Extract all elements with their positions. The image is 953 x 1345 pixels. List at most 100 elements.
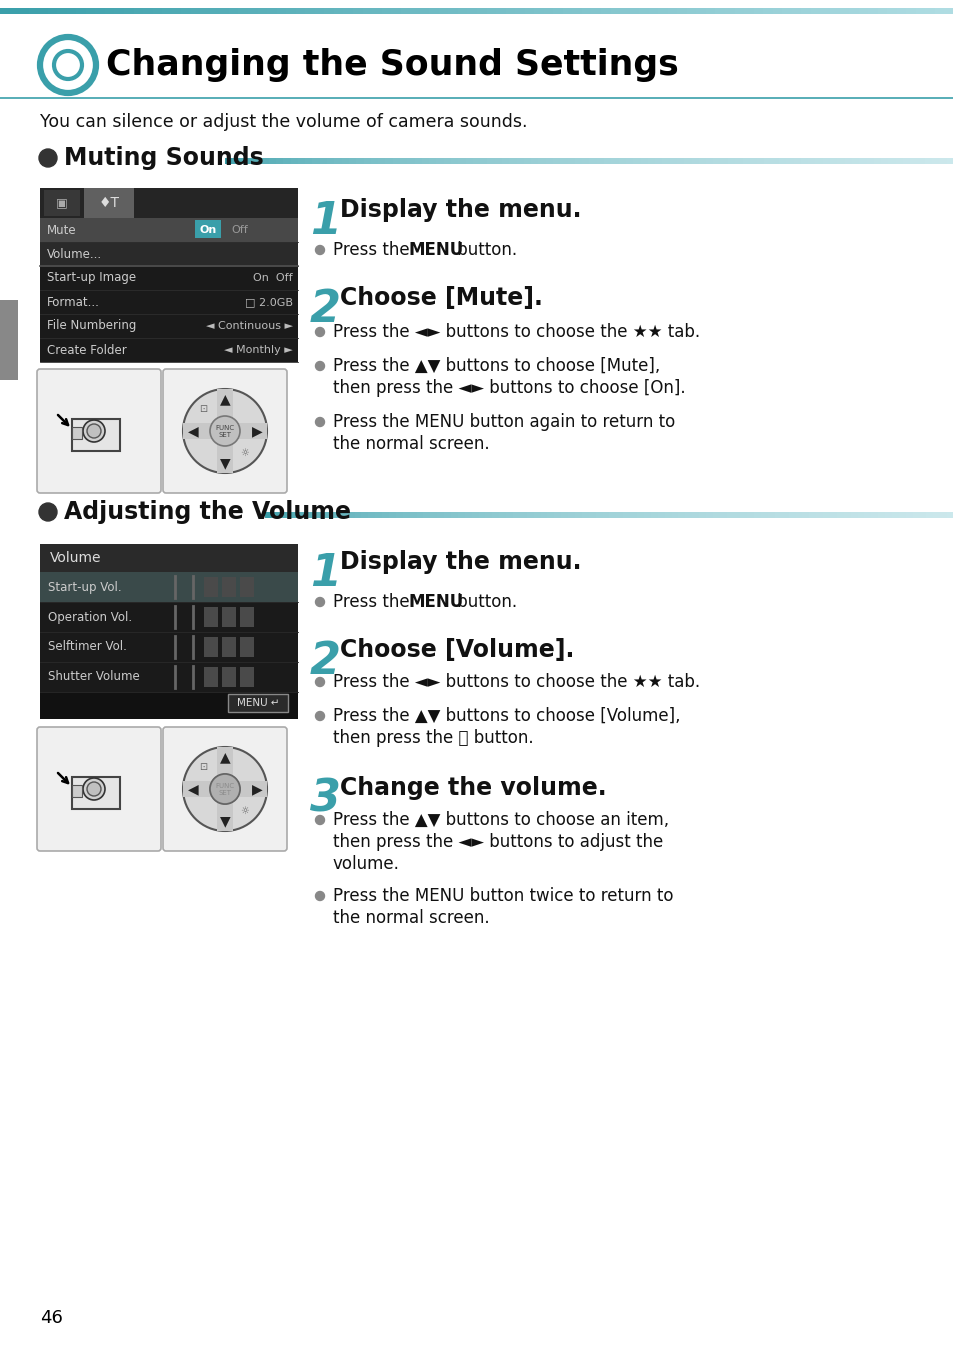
Bar (591, 8, 601, 13)
Bar (517, 157, 524, 164)
Text: ◀: ◀ (188, 424, 198, 438)
Text: Create Folder: Create Folder (47, 343, 127, 356)
Bar (664, 512, 672, 518)
Bar (934, 8, 944, 13)
Bar (877, 8, 887, 13)
Bar (40, 242, 297, 266)
Bar (589, 157, 598, 164)
Bar (362, 8, 373, 13)
Bar (533, 512, 541, 518)
Text: ▣: ▣ (56, 196, 68, 210)
Text: ▲: ▲ (219, 391, 230, 406)
Text: then press the Ⓢ button.: then press the Ⓢ button. (333, 729, 533, 746)
Bar (891, 512, 899, 518)
Bar (727, 157, 736, 164)
Bar (324, 8, 335, 13)
Bar (275, 157, 284, 164)
Bar (492, 512, 499, 518)
Bar (247, 157, 254, 164)
Bar (40, 188, 297, 360)
Bar (377, 157, 386, 164)
Bar (402, 512, 410, 518)
Bar (940, 512, 947, 518)
Bar (421, 157, 430, 164)
Bar (602, 512, 610, 518)
Bar (498, 512, 507, 518)
Bar (457, 157, 466, 164)
Bar (610, 8, 620, 13)
Text: ☼: ☼ (240, 448, 249, 459)
Bar (71, 777, 120, 808)
Bar (715, 8, 725, 13)
Bar (801, 157, 808, 164)
Bar (389, 512, 396, 518)
Bar (76, 8, 87, 13)
Bar (363, 157, 372, 164)
Bar (795, 512, 802, 518)
Bar (194, 221, 221, 238)
Bar (946, 512, 953, 518)
Bar (451, 157, 458, 164)
Bar (313, 512, 321, 518)
Bar (772, 8, 782, 13)
Text: ⊡: ⊡ (199, 763, 207, 772)
Bar (124, 8, 134, 13)
Bar (568, 512, 576, 518)
Bar (821, 157, 830, 164)
Text: File Numbering: File Numbering (47, 320, 136, 332)
Text: ▶: ▶ (252, 781, 262, 796)
Bar (537, 157, 546, 164)
Bar (547, 512, 555, 518)
Text: Volume: Volume (50, 551, 101, 565)
Bar (712, 512, 720, 518)
Bar (801, 512, 809, 518)
Bar (40, 662, 297, 691)
Text: 46: 46 (40, 1309, 63, 1328)
Bar (40, 218, 297, 242)
Bar (719, 512, 727, 518)
Bar (904, 512, 913, 518)
Bar (553, 157, 560, 164)
Bar (859, 157, 866, 164)
Bar (57, 8, 68, 13)
Bar (341, 157, 350, 164)
Bar (726, 512, 734, 518)
Text: ▶: ▶ (252, 424, 262, 438)
Bar (867, 8, 878, 13)
Bar (822, 512, 830, 518)
Bar (204, 607, 218, 627)
Text: Selftimer Vol.: Selftimer Vol. (48, 640, 127, 654)
Bar (410, 8, 420, 13)
Bar (253, 157, 262, 164)
Bar (485, 512, 493, 518)
Bar (429, 8, 439, 13)
Bar (523, 157, 532, 164)
Bar (204, 667, 218, 687)
Bar (740, 512, 747, 518)
Bar (692, 512, 700, 518)
Bar (925, 512, 933, 518)
Bar (114, 8, 125, 13)
Bar (655, 157, 662, 164)
Bar (683, 157, 692, 164)
Bar (343, 8, 354, 13)
Bar (886, 8, 897, 13)
Circle shape (315, 712, 324, 721)
Bar (746, 512, 755, 518)
Bar (191, 8, 201, 13)
Bar (40, 188, 297, 218)
Bar (884, 512, 892, 518)
Bar (430, 512, 437, 518)
Bar (222, 638, 235, 656)
Bar (222, 607, 235, 627)
Text: the normal screen.: the normal screen. (333, 434, 489, 453)
Circle shape (183, 389, 267, 473)
Bar (340, 512, 348, 518)
Bar (40, 266, 297, 291)
Bar (837, 157, 844, 164)
Circle shape (40, 38, 96, 93)
Bar (741, 157, 750, 164)
Bar (865, 157, 874, 164)
Bar (816, 512, 823, 518)
Bar (44, 190, 80, 217)
